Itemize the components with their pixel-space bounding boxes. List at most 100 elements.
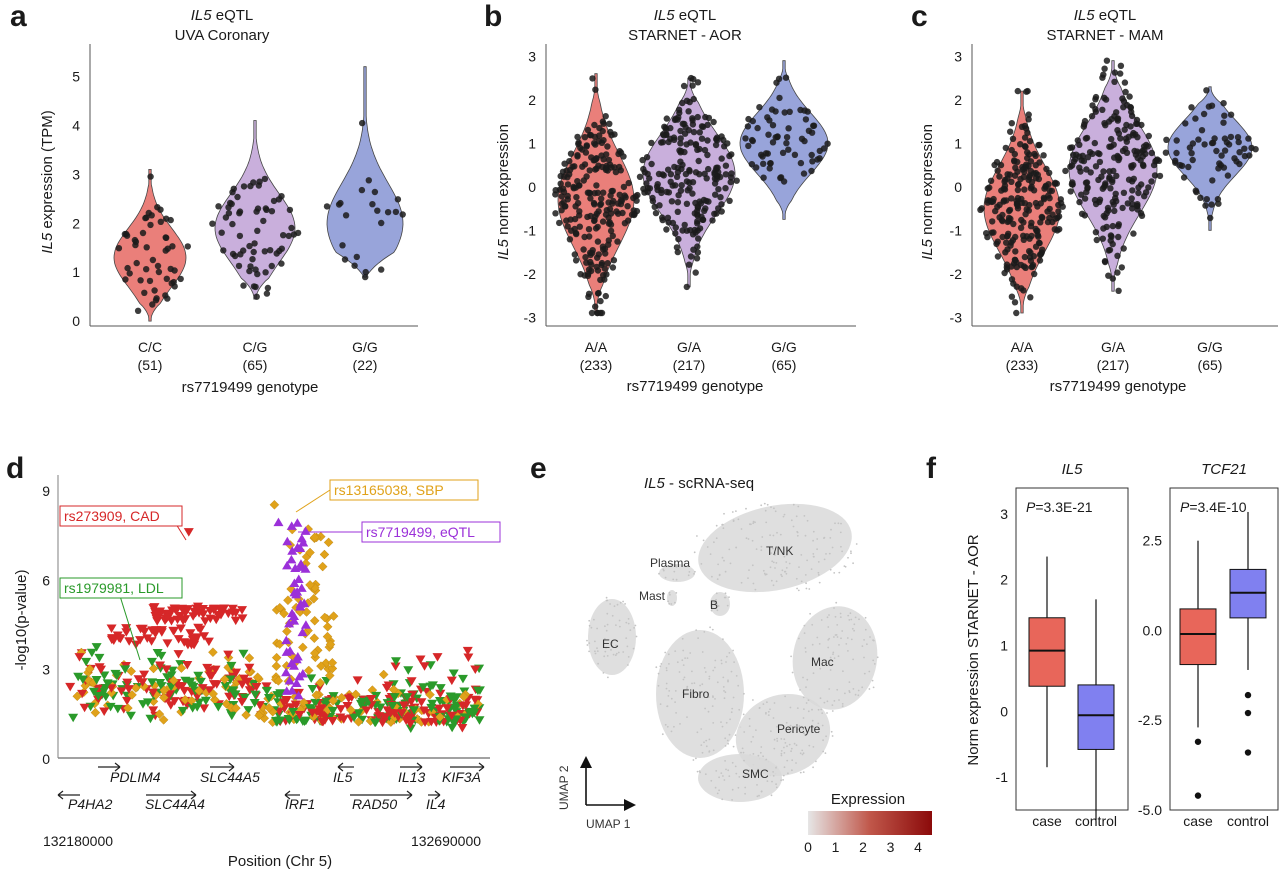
data-point	[1022, 264, 1029, 271]
ldl-point	[469, 704, 480, 714]
umap-cell	[821, 724, 824, 727]
eqtl-point	[292, 587, 303, 596]
data-point	[753, 164, 760, 171]
umap-cell	[770, 794, 773, 797]
umap-cell	[606, 599, 609, 602]
data-point	[1144, 143, 1152, 150]
data-point	[1027, 249, 1034, 256]
umap-cell	[835, 634, 838, 636]
umap-cell	[726, 739, 729, 742]
data-point	[1209, 177, 1216, 184]
cad-point	[167, 606, 178, 616]
data-point	[742, 135, 749, 142]
ldl-point	[200, 696, 211, 706]
ldl-point	[461, 701, 472, 710]
data-point	[683, 141, 690, 148]
cad-point	[237, 680, 248, 689]
data-point	[1021, 122, 1028, 130]
umap-cell	[795, 577, 798, 580]
umap-cell	[820, 708, 823, 711]
data-point	[1017, 141, 1024, 148]
umap-cell	[816, 636, 819, 639]
data-point	[1115, 154, 1122, 161]
data-point	[616, 191, 623, 198]
data-point	[1017, 175, 1024, 183]
data-point	[591, 121, 598, 129]
cad-point	[223, 650, 234, 660]
umap-cell	[772, 775, 775, 777]
umap-cell	[660, 663, 663, 665]
data-point	[1007, 128, 1014, 135]
data-point	[1127, 123, 1134, 130]
x-tick-count: (22)	[353, 357, 378, 373]
data-point	[234, 193, 241, 201]
sbp-point	[311, 690, 322, 700]
umap-cell	[802, 696, 805, 699]
y-tick-label: 9	[42, 483, 50, 499]
umap-cell	[668, 663, 670, 665]
umap-cell	[863, 656, 865, 659]
data-point	[1008, 195, 1015, 202]
data-point	[779, 149, 787, 156]
data-point	[766, 165, 773, 172]
data-point	[1162, 149, 1170, 156]
data-point	[155, 268, 163, 276]
data-point	[133, 259, 140, 267]
data-point	[593, 263, 600, 271]
ldl-point	[147, 678, 158, 687]
data-point	[704, 151, 711, 159]
data-point	[693, 255, 701, 262]
data-point	[1114, 127, 1121, 134]
data-point	[1025, 176, 1032, 183]
box-outlier	[1194, 738, 1202, 745]
data-point	[152, 297, 160, 304]
umap-cell	[824, 752, 827, 754]
data-point	[745, 142, 752, 150]
sbp-point	[148, 663, 159, 674]
umap-cell	[627, 656, 630, 658]
umap-cell	[676, 661, 679, 664]
umap-cell	[780, 754, 783, 757]
sbp-point	[154, 709, 165, 719]
data-point	[712, 191, 719, 198]
data-point	[710, 118, 717, 126]
umap-cell	[748, 569, 750, 571]
data-point	[574, 133, 581, 141]
umap-cell	[819, 667, 822, 670]
ldl-point	[110, 669, 121, 679]
data-point	[640, 165, 647, 173]
data-point	[591, 190, 598, 197]
data-point	[1234, 134, 1242, 141]
umap-cell	[853, 629, 855, 632]
umap-cell	[805, 702, 808, 704]
umap-cell	[780, 779, 782, 782]
data-point	[1076, 164, 1083, 171]
data-point	[132, 241, 139, 249]
umap-cell	[712, 722, 715, 724]
data-point	[1040, 152, 1047, 159]
umap-cell	[869, 636, 871, 638]
umap-cell	[735, 510, 737, 512]
y-tick-label: -2	[950, 266, 963, 282]
umap-cell	[687, 574, 690, 577]
cad-point	[123, 685, 134, 694]
umap-cell	[754, 521, 756, 524]
umap-cell	[832, 651, 835, 654]
legend-tick: 1	[832, 839, 840, 855]
data-point	[692, 269, 699, 276]
umap-cell	[588, 624, 591, 627]
umap-cell	[735, 546, 738, 549]
umap-cell	[664, 576, 667, 579]
data-point	[1100, 225, 1107, 232]
umap-cell	[723, 697, 726, 700]
annotation-leader	[119, 595, 141, 661]
data-point	[674, 169, 682, 176]
umap-cell	[762, 703, 765, 705]
sbp-point	[241, 710, 251, 720]
umap2-arrowhead	[580, 756, 592, 768]
violin-C-C	[113, 169, 187, 322]
cad-point	[286, 703, 297, 712]
data-point	[268, 262, 275, 270]
umap-cell	[779, 533, 782, 536]
annotation-leader	[295, 489, 331, 513]
